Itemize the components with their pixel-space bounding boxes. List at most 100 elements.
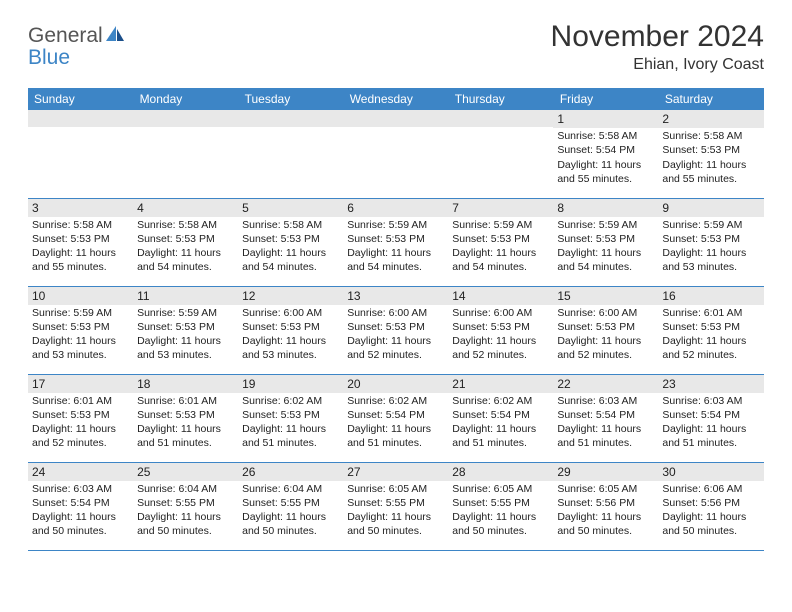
day-number: 8 [553, 199, 658, 217]
daylight2-text: and 53 minutes. [137, 348, 234, 362]
sunset-text: Sunset: 5:53 PM [242, 232, 339, 246]
daylight2-text: and 55 minutes. [557, 172, 654, 186]
sunrise-text: Sunrise: 6:02 AM [242, 394, 339, 408]
calendar-cell: 9Sunrise: 5:59 AMSunset: 5:53 PMDaylight… [658, 198, 763, 286]
location-label: Ehian, Ivory Coast [551, 56, 764, 74]
calendar-cell [343, 110, 448, 198]
sunset-text: Sunset: 5:53 PM [32, 320, 129, 334]
calendar-cell [448, 110, 553, 198]
day-number: 11 [133, 287, 238, 305]
daylight1-text: Daylight: 11 hours [137, 334, 234, 348]
cell-body: Sunrise: 6:01 AMSunset: 5:53 PMDaylight:… [133, 393, 238, 453]
sunrise-text: Sunrise: 6:04 AM [242, 482, 339, 496]
sunset-text: Sunset: 5:53 PM [557, 320, 654, 334]
cell-body: Sunrise: 6:01 AMSunset: 5:53 PMDaylight:… [658, 305, 763, 365]
day-number [28, 110, 133, 127]
daylight2-text: and 54 minutes. [347, 260, 444, 274]
daylight1-text: Daylight: 11 hours [452, 246, 549, 260]
calendar-cell: 23Sunrise: 6:03 AMSunset: 5:54 PMDayligh… [658, 374, 763, 462]
calendar-cell: 8Sunrise: 5:59 AMSunset: 5:53 PMDaylight… [553, 198, 658, 286]
sunset-text: Sunset: 5:53 PM [32, 408, 129, 422]
cell-body: Sunrise: 6:00 AMSunset: 5:53 PMDaylight:… [448, 305, 553, 365]
daylight1-text: Daylight: 11 hours [32, 334, 129, 348]
brand-word1: General [28, 24, 103, 47]
day-number: 25 [133, 463, 238, 481]
cell-body: Sunrise: 6:02 AMSunset: 5:53 PMDaylight:… [238, 393, 343, 453]
daylight2-text: and 51 minutes. [137, 436, 234, 450]
daylight1-text: Daylight: 11 hours [242, 246, 339, 260]
daylight1-text: Daylight: 11 hours [137, 422, 234, 436]
cell-body: Sunrise: 5:58 AMSunset: 5:53 PMDaylight:… [658, 128, 763, 188]
brand-logo: General Blue [28, 20, 125, 69]
daylight1-text: Daylight: 11 hours [662, 422, 759, 436]
daylight2-text: and 52 minutes. [452, 348, 549, 362]
cell-body: Sunrise: 6:04 AMSunset: 5:55 PMDaylight:… [133, 481, 238, 541]
daylight1-text: Daylight: 11 hours [557, 158, 654, 172]
sunrise-text: Sunrise: 5:59 AM [452, 218, 549, 232]
cell-body: Sunrise: 6:03 AMSunset: 5:54 PMDaylight:… [553, 393, 658, 453]
sunset-text: Sunset: 5:55 PM [242, 496, 339, 510]
sunrise-text: Sunrise: 6:00 AM [452, 306, 549, 320]
calendar-cell: 1Sunrise: 5:58 AMSunset: 5:54 PMDaylight… [553, 110, 658, 198]
cell-body: Sunrise: 6:05 AMSunset: 5:55 PMDaylight:… [448, 481, 553, 541]
daylight1-text: Daylight: 11 hours [32, 246, 129, 260]
calendar-cell: 11Sunrise: 5:59 AMSunset: 5:53 PMDayligh… [133, 286, 238, 374]
sunrise-text: Sunrise: 6:05 AM [557, 482, 654, 496]
daylight1-text: Daylight: 11 hours [557, 334, 654, 348]
day-number: 14 [448, 287, 553, 305]
calendar-week-row: 17Sunrise: 6:01 AMSunset: 5:53 PMDayligh… [28, 374, 764, 462]
weekday-thursday: Thursday [448, 88, 553, 110]
calendar-week-row: 1Sunrise: 5:58 AMSunset: 5:54 PMDaylight… [28, 110, 764, 198]
daylight1-text: Daylight: 11 hours [242, 422, 339, 436]
calendar-cell: 18Sunrise: 6:01 AMSunset: 5:53 PMDayligh… [133, 374, 238, 462]
sunrise-text: Sunrise: 6:01 AM [662, 306, 759, 320]
daylight1-text: Daylight: 11 hours [557, 422, 654, 436]
day-number: 17 [28, 375, 133, 393]
calendar-cell: 21Sunrise: 6:02 AMSunset: 5:54 PMDayligh… [448, 374, 553, 462]
day-number: 7 [448, 199, 553, 217]
weekday-header-row: Sunday Monday Tuesday Wednesday Thursday… [28, 88, 764, 110]
calendar-cell: 10Sunrise: 5:59 AMSunset: 5:53 PMDayligh… [28, 286, 133, 374]
sunset-text: Sunset: 5:53 PM [452, 232, 549, 246]
sunset-text: Sunset: 5:56 PM [662, 496, 759, 510]
daylight2-text: and 52 minutes. [347, 348, 444, 362]
daylight2-text: and 50 minutes. [452, 524, 549, 538]
calendar-cell: 27Sunrise: 6:05 AMSunset: 5:55 PMDayligh… [343, 462, 448, 550]
sunrise-text: Sunrise: 5:59 AM [662, 218, 759, 232]
sunrise-text: Sunrise: 6:06 AM [662, 482, 759, 496]
weekday-wednesday: Wednesday [343, 88, 448, 110]
sunset-text: Sunset: 5:53 PM [137, 408, 234, 422]
calendar-cell: 16Sunrise: 6:01 AMSunset: 5:53 PMDayligh… [658, 286, 763, 374]
sunset-text: Sunset: 5:55 PM [347, 496, 444, 510]
cell-body: Sunrise: 6:00 AMSunset: 5:53 PMDaylight:… [238, 305, 343, 365]
sunset-text: Sunset: 5:54 PM [557, 408, 654, 422]
calendar-cell: 2Sunrise: 5:58 AMSunset: 5:53 PMDaylight… [658, 110, 763, 198]
daylight2-text: and 55 minutes. [662, 172, 759, 186]
calendar-cell: 3Sunrise: 5:58 AMSunset: 5:53 PMDaylight… [28, 198, 133, 286]
cell-body: Sunrise: 6:02 AMSunset: 5:54 PMDaylight:… [448, 393, 553, 453]
daylight1-text: Daylight: 11 hours [347, 334, 444, 348]
day-number [343, 110, 448, 127]
daylight1-text: Daylight: 11 hours [557, 246, 654, 260]
weekday-friday: Friday [553, 88, 658, 110]
day-number: 29 [553, 463, 658, 481]
daylight1-text: Daylight: 11 hours [137, 510, 234, 524]
daylight1-text: Daylight: 11 hours [557, 510, 654, 524]
calendar-cell: 7Sunrise: 5:59 AMSunset: 5:53 PMDaylight… [448, 198, 553, 286]
sunrise-text: Sunrise: 6:02 AM [452, 394, 549, 408]
calendar-cell: 4Sunrise: 5:58 AMSunset: 5:53 PMDaylight… [133, 198, 238, 286]
cell-body: Sunrise: 5:59 AMSunset: 5:53 PMDaylight:… [133, 305, 238, 365]
sunrise-text: Sunrise: 5:58 AM [662, 129, 759, 143]
month-title: November 2024 [551, 20, 764, 54]
sunset-text: Sunset: 5:54 PM [662, 408, 759, 422]
cell-body: Sunrise: 6:02 AMSunset: 5:54 PMDaylight:… [343, 393, 448, 453]
daylight2-text: and 52 minutes. [557, 348, 654, 362]
day-number: 4 [133, 199, 238, 217]
calendar-cell: 13Sunrise: 6:00 AMSunset: 5:53 PMDayligh… [343, 286, 448, 374]
calendar-week-row: 3Sunrise: 5:58 AMSunset: 5:53 PMDaylight… [28, 198, 764, 286]
sunrise-text: Sunrise: 6:01 AM [32, 394, 129, 408]
cell-body: Sunrise: 5:59 AMSunset: 5:53 PMDaylight:… [658, 217, 763, 277]
day-number: 28 [448, 463, 553, 481]
day-number: 23 [658, 375, 763, 393]
daylight2-text: and 54 minutes. [557, 260, 654, 274]
